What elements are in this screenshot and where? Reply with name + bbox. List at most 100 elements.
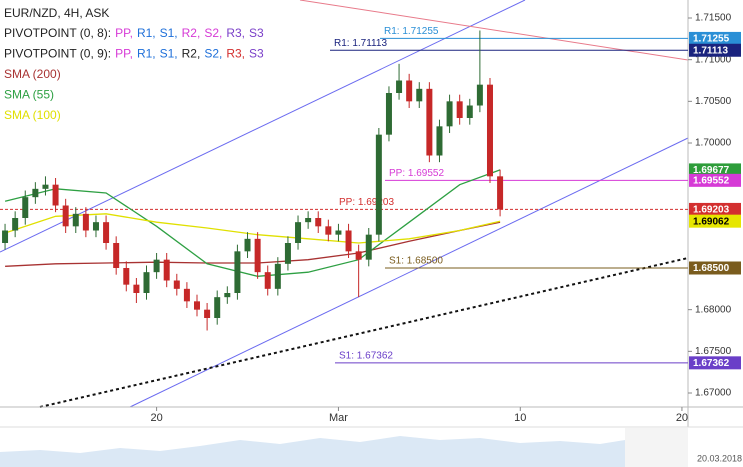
y-tick-label: 1.67000 (695, 388, 732, 399)
pivot-level-label: PP: 1.69203 (339, 197, 394, 208)
candle-body (385, 93, 392, 135)
price-tag (689, 163, 741, 177)
price-tag (689, 356, 741, 370)
pivot-legend-item: S2, (204, 47, 222, 61)
candle-body (103, 222, 110, 243)
candle-body (22, 197, 29, 218)
candle-body (224, 293, 231, 298)
price-tag-label: 1.68500 (693, 263, 730, 274)
candle-body (396, 80, 403, 93)
candle-body (133, 284, 140, 293)
candle-body (365, 234, 372, 260)
price-tag (689, 31, 741, 45)
pivot-legend-item: R2, (182, 26, 201, 40)
candle-body (446, 101, 453, 127)
price-tag (689, 173, 741, 187)
candle-body (234, 251, 241, 293)
x-tick-label: Mar (329, 412, 348, 424)
candle-body (284, 243, 291, 264)
candle-body (315, 218, 322, 227)
legend-entry: SMA (200) (4, 67, 61, 81)
candle-body (254, 238, 261, 273)
price-tag-label: 1.71113 (693, 45, 728, 56)
pivot-level-label: R1: 1.71255 (384, 26, 439, 37)
candle-body (32, 188, 39, 198)
pivot-legend-item: S2, (204, 26, 222, 40)
candle-body (486, 84, 493, 177)
candle-body (173, 280, 180, 289)
price-tag-label: 1.69677 (693, 165, 730, 176)
price-tag (689, 261, 741, 275)
candle-body (204, 309, 211, 318)
pivot-level-label: S1: 1.68500 (389, 256, 443, 267)
candle-body (274, 263, 281, 289)
price-tag-label: 1.69552 (693, 175, 730, 186)
candle-body (335, 230, 342, 235)
candle-body (2, 230, 9, 243)
pivot-legend: PIVOTPOINT (0, 9): PP, R1, S1, R2, S2, R3, S3 (4, 47, 264, 61)
x-tick-label: 10 (514, 412, 526, 424)
candle-body (466, 105, 473, 118)
candle-body (183, 288, 190, 302)
price-tag (689, 43, 741, 57)
candle-body (153, 259, 160, 273)
channel-lower (129, 137, 689, 408)
candle-body (264, 272, 271, 289)
legend-entry: SMA (55) (4, 88, 54, 102)
candle-body (375, 134, 382, 235)
pivot-legend-item: R1, (137, 47, 156, 61)
candle-body (406, 80, 413, 102)
candle-body (436, 126, 443, 156)
candle-body (305, 218, 312, 223)
navigator-empty (625, 428, 688, 467)
date-label: 20.03.2018 (697, 453, 742, 463)
y-tick-label: 1.71000 (695, 54, 732, 65)
candle-body (82, 213, 89, 231)
pivot-legend-item: R3, (226, 26, 245, 40)
y-tick-label: 1.68000 (695, 304, 732, 315)
candle-body (325, 226, 332, 235)
trend-line-dotted (39, 257, 689, 408)
pivot-legend-item: R3, (226, 47, 245, 61)
candle-body (345, 230, 352, 252)
y-tick-label: 1.70500 (695, 96, 732, 107)
y-tick-label: 1.70000 (695, 138, 732, 149)
pivot-legend-item: S3 (249, 26, 264, 40)
price-tag (689, 214, 741, 228)
x-tick-label: 20 (150, 412, 162, 424)
x-tick-label: 20 (676, 412, 688, 424)
pivot-legend: PIVOTPOINT (0, 8): PP, R1, S1, R2, S2, R3, S3 (4, 26, 264, 40)
candle-body (426, 88, 433, 156)
candle-body (214, 297, 221, 318)
pivot-legend-prefix: PIVOTPOINT (0, 9): (4, 47, 111, 61)
pivot-level-label: S1: 1.67362 (339, 350, 393, 361)
y-tick-label: 1.71500 (695, 13, 732, 24)
candle-body (72, 213, 79, 227)
price-tag-label: 1.69203 (693, 205, 730, 216)
price-tag-label: 1.71255 (693, 34, 730, 45)
pivot-legend-item: PP, (115, 47, 133, 61)
price-tag-label: 1.67362 (693, 358, 730, 369)
navigator-area (0, 436, 625, 467)
pivot-legend-prefix: PIVOTPOINT (0, 8): (4, 26, 111, 40)
candle-body (12, 218, 19, 231)
candle-body (143, 272, 150, 293)
pivot-legend-item: R2, (182, 47, 201, 61)
candle-body (113, 243, 120, 268)
candle-body (476, 84, 483, 106)
drawings (0, 0, 689, 408)
y-tick-label: 1.67500 (695, 346, 732, 357)
pivot-legend-item: PP, (115, 26, 133, 40)
price-tag (689, 202, 741, 216)
price-tag-label: 1.69062 (693, 216, 730, 227)
candle-body (497, 176, 504, 210)
channel-upper (0, 0, 526, 253)
candle-body (416, 88, 423, 102)
pivot-legend-item: S1, (160, 26, 178, 40)
candle-body (163, 259, 170, 281)
pivot-level-label: PP: 1.69552 (389, 168, 444, 179)
pivot-legend-item: R1, (137, 26, 156, 40)
candle-body (123, 268, 130, 285)
